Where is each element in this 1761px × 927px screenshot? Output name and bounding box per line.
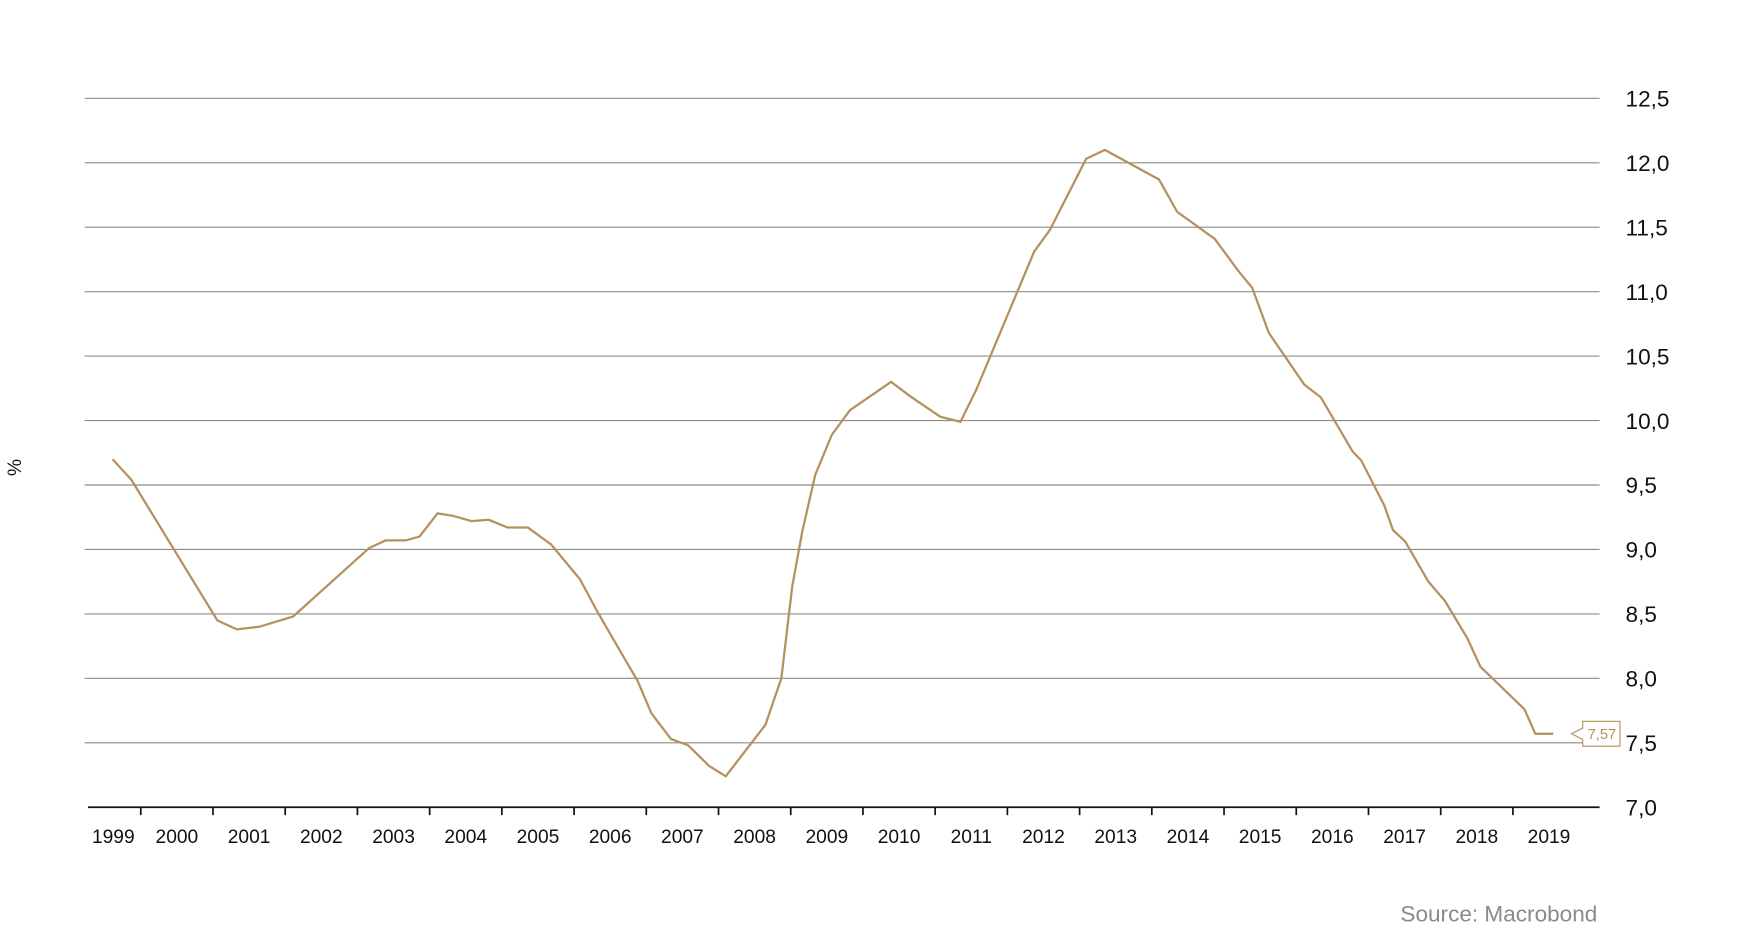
y-tick-label: 8,0: [1626, 667, 1657, 692]
value-label-box: [1570, 720, 1621, 747]
x-tick-label: 2004: [444, 827, 487, 848]
x-tick-label: 2009: [805, 827, 848, 848]
source: Source: Macrobond: [1400, 902, 1597, 927]
y-tick-label: 12,5: [1626, 87, 1670, 112]
x-tick-label: 2011: [951, 827, 992, 848]
line: [111, 148, 1554, 778]
x-tick-label: 2016: [1311, 827, 1354, 848]
value-label: 7,57: [1588, 727, 1617, 743]
y-axis-label: %: [5, 459, 26, 476]
x-tick-label: 2017: [1383, 827, 1426, 848]
y-tick-label: 11,5: [1626, 215, 1668, 240]
x-tick-label: 2005: [517, 827, 560, 848]
x-tick-label: 2006: [589, 827, 632, 848]
x-tick-label: 2019: [1528, 827, 1571, 848]
x-tick-label: 2018: [1455, 827, 1498, 848]
y-tick-label: 7,0: [1626, 795, 1657, 820]
y-tick-label: 10,5: [1626, 344, 1670, 369]
x-tick-label: 1999: [92, 827, 135, 848]
x-tick-label: 2002: [300, 827, 343, 848]
y-tick-label: 9,5: [1626, 473, 1657, 498]
x-tick-label: 2015: [1239, 827, 1282, 848]
y-tick-label: 12,0: [1626, 151, 1670, 176]
y-tick-label: 10,0: [1626, 409, 1670, 434]
y-tick-label: 7,5: [1626, 731, 1657, 756]
x-tick-label: 2008: [733, 827, 776, 848]
x-tick-label: 2001: [228, 827, 271, 848]
x-tick-label: 2012: [1022, 827, 1065, 848]
x-tick-label: 2010: [878, 827, 921, 848]
x-tick-label: 2013: [1094, 827, 1137, 848]
x-tick-label: 2000: [156, 827, 199, 848]
x-tick-label: 2014: [1167, 827, 1210, 848]
x-tick-label: 2007: [661, 827, 704, 848]
y-tick-label: 11,0: [1626, 280, 1668, 305]
y-tick-label: 9,0: [1626, 538, 1657, 563]
y-tick-label: 8,5: [1626, 602, 1657, 627]
x-tick-label: 2003: [372, 827, 415, 848]
